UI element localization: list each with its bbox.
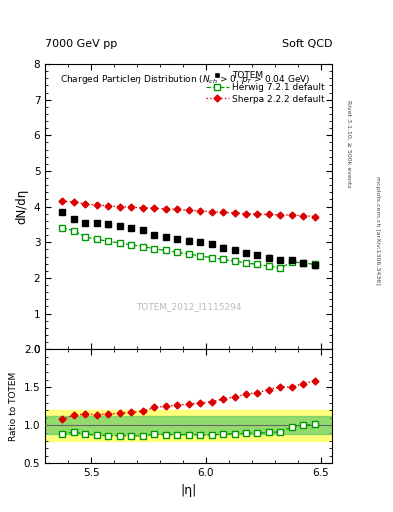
Y-axis label: Ratio to TOTEM: Ratio to TOTEM <box>9 372 18 441</box>
Text: Soft QCD: Soft QCD <box>282 38 332 49</box>
Bar <box>45 416 332 435</box>
Text: Rivet 3.1.10, ≥ 500k events: Rivet 3.1.10, ≥ 500k events <box>347 99 351 187</box>
Bar <box>45 410 332 440</box>
Text: Charged Particle$\eta$ Distribution ($N_{ch}$ > 0, $p_T$ > 0.04 GeV): Charged Particle$\eta$ Distribution ($N_… <box>60 73 310 86</box>
Text: TOTEM_2012_I1115294: TOTEM_2012_I1115294 <box>136 302 241 311</box>
Y-axis label: dN/dη: dN/dη <box>15 189 28 224</box>
Text: 7000 GeV pp: 7000 GeV pp <box>45 38 118 49</box>
Text: mcplots.cern.ch [arXiv:1306.3436]: mcplots.cern.ch [arXiv:1306.3436] <box>375 176 380 285</box>
X-axis label: |η|: |η| <box>180 484 197 497</box>
Legend: TOTEM, Herwig 7.2.1 default, Sherpa 2.2.2 default: TOTEM, Herwig 7.2.1 default, Sherpa 2.2.… <box>203 69 328 106</box>
